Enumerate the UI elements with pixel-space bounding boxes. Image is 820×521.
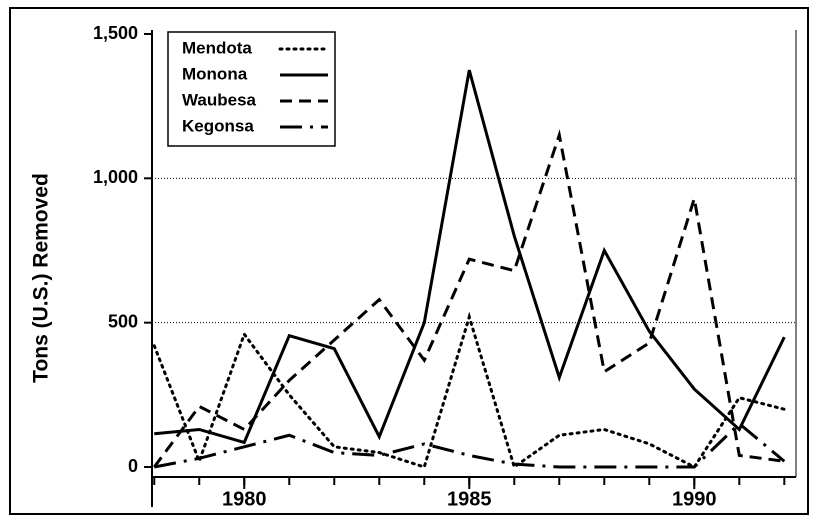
- legend-label: Mendota: [182, 38, 252, 57]
- legend-label: Kegonsa: [182, 116, 254, 135]
- x-tick-label: 1990: [672, 488, 717, 510]
- legend-label: Monona: [182, 64, 248, 83]
- series-line: [153, 421, 786, 469]
- y-tick-label: 1,500: [93, 23, 138, 43]
- legend-label: Waubesa: [182, 90, 257, 109]
- frame: [9, 7, 809, 515]
- x-tick-label: 1985: [447, 488, 492, 510]
- series-line: [153, 129, 785, 468]
- y-axis-label: Tons (U.S.) Removed: [30, 173, 53, 383]
- series-line: [152, 311, 786, 470]
- y-tick-label: 500: [108, 311, 138, 331]
- x-tick-label: 1980: [222, 488, 267, 510]
- series-line: [154, 69, 786, 445]
- y-tick-label: 1,000: [93, 167, 138, 187]
- y-tick-label: 0: [128, 456, 138, 476]
- legend-box: [167, 31, 336, 147]
